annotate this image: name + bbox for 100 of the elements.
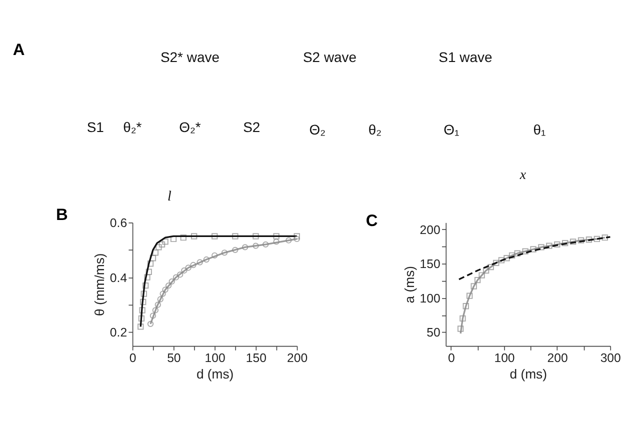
y-tick-label: 50 bbox=[426, 326, 441, 340]
y-axis-title: a (ms) bbox=[402, 266, 418, 304]
point bbox=[482, 267, 490, 274]
point bbox=[152, 250, 159, 256]
point bbox=[140, 290, 148, 297]
point bbox=[165, 282, 172, 289]
point bbox=[138, 315, 145, 322]
x-tick-label: 100 bbox=[204, 350, 226, 365]
point bbox=[147, 320, 154, 328]
x-tick-label: 100 bbox=[494, 350, 515, 365]
point bbox=[168, 278, 175, 285]
x-tick-label: 300 bbox=[600, 350, 622, 365]
text: x bbox=[518, 168, 527, 183]
point bbox=[180, 234, 186, 241]
point bbox=[190, 262, 196, 268]
point bbox=[602, 234, 608, 241]
point bbox=[546, 242, 552, 249]
point bbox=[460, 315, 466, 322]
point bbox=[160, 290, 166, 297]
y-tick-label: 0.6 bbox=[110, 216, 128, 230]
point bbox=[470, 283, 477, 290]
point bbox=[478, 272, 485, 278]
x-axis-title: d (ms) bbox=[196, 366, 234, 382]
point bbox=[466, 292, 473, 299]
point bbox=[498, 257, 505, 264]
point bbox=[286, 237, 292, 244]
point bbox=[294, 233, 300, 240]
text: θ₂ bbox=[368, 122, 382, 138]
point bbox=[140, 298, 146, 306]
point bbox=[190, 233, 198, 240]
point bbox=[221, 250, 228, 256]
point bbox=[578, 237, 584, 244]
point bbox=[504, 255, 510, 262]
point bbox=[181, 267, 188, 274]
text: l bbox=[167, 189, 172, 204]
point bbox=[162, 286, 168, 293]
point bbox=[594, 236, 600, 242]
point bbox=[273, 233, 280, 240]
point bbox=[508, 252, 516, 259]
y-tick-label: 150 bbox=[420, 257, 441, 272]
point bbox=[262, 241, 269, 248]
point bbox=[154, 302, 161, 308]
x-tick-label: 200 bbox=[547, 350, 568, 365]
y-axis-title: θ (mm/ms) bbox=[92, 253, 108, 316]
point bbox=[232, 246, 238, 254]
point bbox=[150, 312, 156, 319]
chart-title: C bbox=[366, 212, 378, 230]
point bbox=[294, 236, 300, 242]
point bbox=[146, 268, 152, 275]
text: S1 bbox=[86, 119, 104, 136]
point bbox=[457, 326, 464, 332]
x-tick-label: 150 bbox=[246, 350, 267, 365]
point bbox=[152, 307, 159, 314]
point bbox=[177, 272, 184, 278]
point bbox=[156, 244, 162, 250]
point bbox=[462, 303, 469, 310]
text: θ₁ bbox=[533, 122, 546, 138]
point bbox=[493, 260, 500, 266]
point bbox=[474, 276, 481, 284]
point bbox=[554, 241, 560, 248]
point bbox=[242, 244, 248, 250]
point bbox=[522, 248, 528, 254]
text: θ₂* bbox=[123, 119, 142, 136]
point bbox=[530, 246, 536, 252]
text: Θ₂ bbox=[309, 122, 326, 138]
y-tick-label: 100 bbox=[420, 291, 441, 306]
point bbox=[139, 307, 146, 314]
x-tick-label: 50 bbox=[167, 350, 181, 365]
point bbox=[514, 250, 520, 256]
point bbox=[538, 244, 544, 250]
point bbox=[158, 241, 166, 248]
text: Θ₁ bbox=[444, 122, 460, 138]
y-tick-label: 0.2 bbox=[110, 326, 128, 340]
point bbox=[586, 236, 592, 243]
point bbox=[185, 264, 192, 271]
line-series bbox=[458, 236, 612, 280]
x-tick-label: 200 bbox=[286, 350, 308, 365]
chart-title: B bbox=[56, 206, 68, 224]
point bbox=[196, 259, 203, 266]
point bbox=[212, 233, 218, 240]
text: S2 wave bbox=[302, 49, 357, 66]
point bbox=[252, 233, 259, 240]
point bbox=[562, 240, 568, 246]
point bbox=[203, 256, 210, 263]
y-tick-label: 200 bbox=[420, 222, 441, 237]
point bbox=[212, 252, 218, 258]
point bbox=[142, 282, 149, 289]
point bbox=[252, 242, 259, 249]
point bbox=[138, 324, 144, 330]
x-axis-title: d (ms) bbox=[510, 366, 547, 382]
point bbox=[172, 274, 180, 280]
point bbox=[157, 296, 164, 302]
point bbox=[144, 274, 150, 280]
x-tick-label: 0 bbox=[448, 350, 456, 365]
text: Θ₂* bbox=[179, 119, 202, 136]
text: A bbox=[12, 40, 25, 59]
point bbox=[232, 233, 238, 240]
text: S1 wave bbox=[438, 49, 492, 66]
text: S2* wave bbox=[160, 49, 220, 66]
point bbox=[488, 264, 494, 270]
